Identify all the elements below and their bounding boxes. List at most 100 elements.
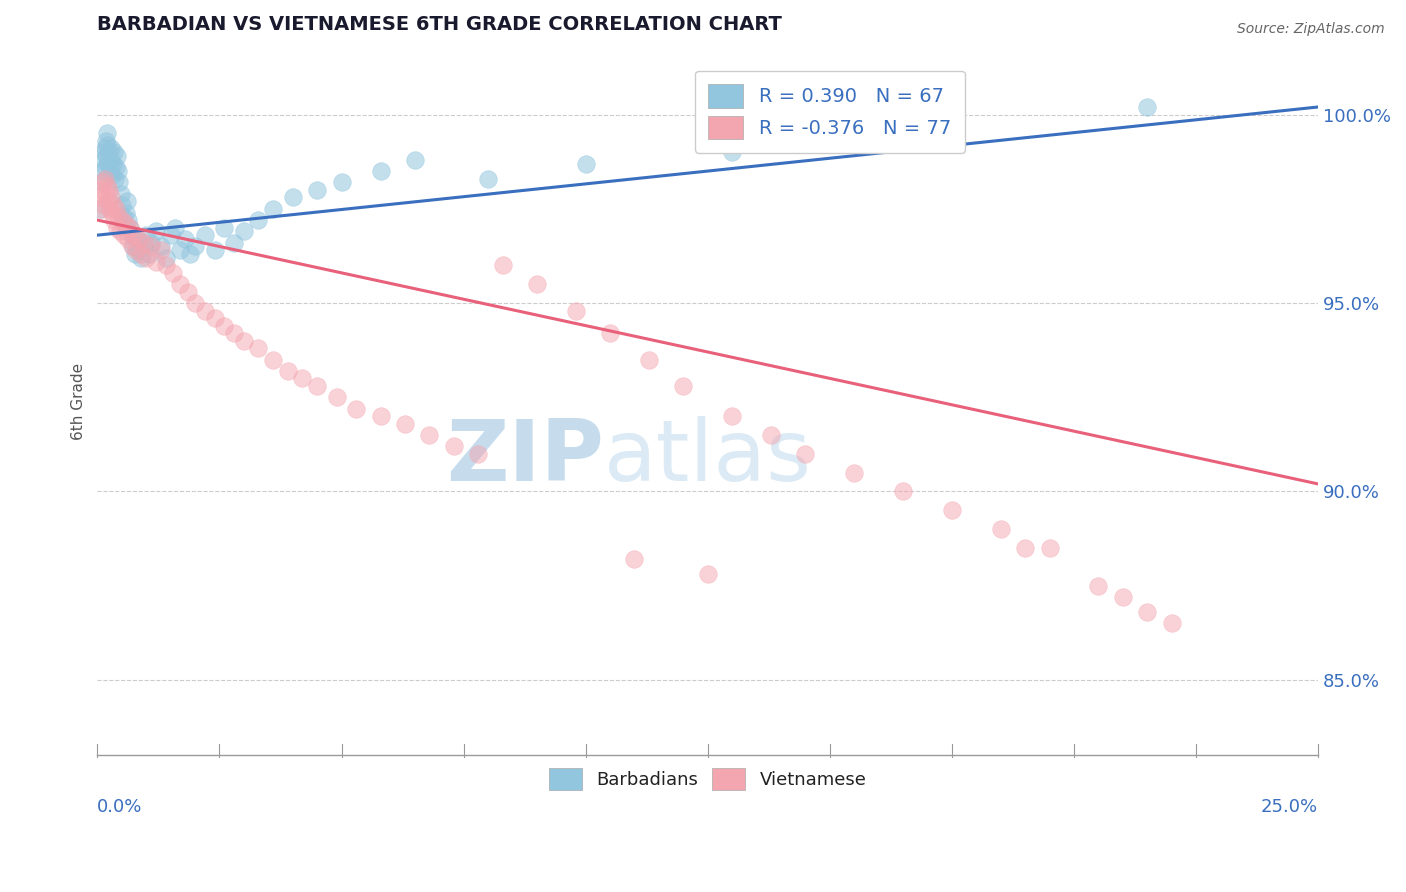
- Point: [94, 186, 117, 201]
- Text: BARBADIAN VS VIETNAMESE 6TH GRADE CORRELATION CHART: BARBADIAN VS VIETNAMESE 6TH GRADE CORREL…: [97, 15, 782, 34]
- Point: [117, 232, 139, 246]
- Point: [100, 190, 122, 204]
- Point: [1160, 616, 1182, 631]
- Point: [565, 303, 588, 318]
- Point: [128, 232, 150, 246]
- Point: [96, 127, 118, 141]
- Point: [721, 145, 744, 160]
- Point: [291, 371, 314, 385]
- Point: [149, 239, 172, 253]
- Point: [110, 186, 132, 201]
- Point: [1014, 541, 1036, 555]
- Point: [107, 209, 129, 223]
- Point: [127, 232, 149, 246]
- Point: [98, 183, 121, 197]
- Point: [155, 258, 177, 272]
- Point: [118, 220, 141, 235]
- Point: [325, 390, 347, 404]
- Legend: Barbadians, Vietnamese: Barbadians, Vietnamese: [540, 759, 876, 799]
- Point: [121, 228, 143, 243]
- Point: [135, 251, 157, 265]
- Point: [162, 266, 184, 280]
- Point: [477, 171, 499, 186]
- Point: [169, 277, 191, 292]
- Y-axis label: 6th Grade: 6th Grade: [72, 362, 86, 440]
- Point: [98, 202, 121, 216]
- Point: [100, 141, 122, 155]
- Point: [145, 224, 167, 238]
- Point: [138, 247, 160, 261]
- Point: [721, 409, 744, 423]
- Point: [155, 251, 177, 265]
- Point: [125, 244, 148, 258]
- Point: [204, 311, 226, 326]
- Point: [599, 326, 621, 340]
- Point: [194, 228, 217, 243]
- Point: [96, 137, 118, 152]
- Point: [104, 171, 127, 186]
- Point: [89, 190, 111, 204]
- Point: [108, 224, 131, 238]
- Point: [184, 239, 207, 253]
- Point: [121, 239, 143, 253]
- Text: Source: ZipAtlas.com: Source: ZipAtlas.com: [1237, 22, 1385, 37]
- Point: [89, 202, 111, 216]
- Point: [262, 202, 284, 216]
- Point: [844, 466, 866, 480]
- Point: [97, 194, 120, 209]
- Point: [394, 417, 416, 431]
- Point: [103, 145, 125, 160]
- Point: [94, 141, 117, 155]
- Point: [443, 439, 465, 453]
- Point: [135, 228, 157, 243]
- Point: [169, 244, 191, 258]
- Point: [132, 239, 155, 253]
- Point: [467, 447, 489, 461]
- Point: [103, 213, 125, 227]
- Point: [281, 190, 304, 204]
- Point: [204, 244, 226, 258]
- Point: [90, 183, 112, 197]
- Point: [111, 198, 134, 212]
- Point: [404, 153, 426, 167]
- Point: [247, 341, 270, 355]
- Text: 0.0%: 0.0%: [97, 797, 143, 816]
- Point: [794, 447, 817, 461]
- Point: [118, 220, 141, 235]
- Point: [990, 522, 1012, 536]
- Point: [91, 202, 114, 216]
- Point: [1136, 100, 1159, 114]
- Point: [117, 213, 139, 227]
- Point: [222, 326, 245, 340]
- Point: [232, 334, 254, 348]
- Point: [174, 232, 197, 246]
- Point: [307, 379, 329, 393]
- Point: [179, 247, 201, 261]
- Point: [100, 153, 122, 167]
- Point: [941, 503, 963, 517]
- Point: [672, 379, 695, 393]
- Point: [184, 296, 207, 310]
- Point: [277, 364, 299, 378]
- Point: [114, 205, 136, 219]
- Point: [575, 156, 598, 170]
- Point: [1136, 605, 1159, 619]
- Point: [344, 401, 367, 416]
- Point: [114, 217, 136, 231]
- Point: [112, 217, 135, 231]
- Point: [105, 149, 128, 163]
- Point: [1038, 541, 1060, 555]
- Point: [194, 303, 217, 318]
- Point: [96, 179, 118, 194]
- Point: [104, 161, 127, 175]
- Point: [111, 213, 134, 227]
- Point: [222, 235, 245, 250]
- Point: [97, 156, 120, 170]
- Point: [696, 567, 718, 582]
- Point: [101, 168, 124, 182]
- Point: [247, 213, 270, 227]
- Point: [93, 145, 115, 160]
- Point: [111, 209, 134, 223]
- Point: [1087, 579, 1109, 593]
- Point: [214, 220, 236, 235]
